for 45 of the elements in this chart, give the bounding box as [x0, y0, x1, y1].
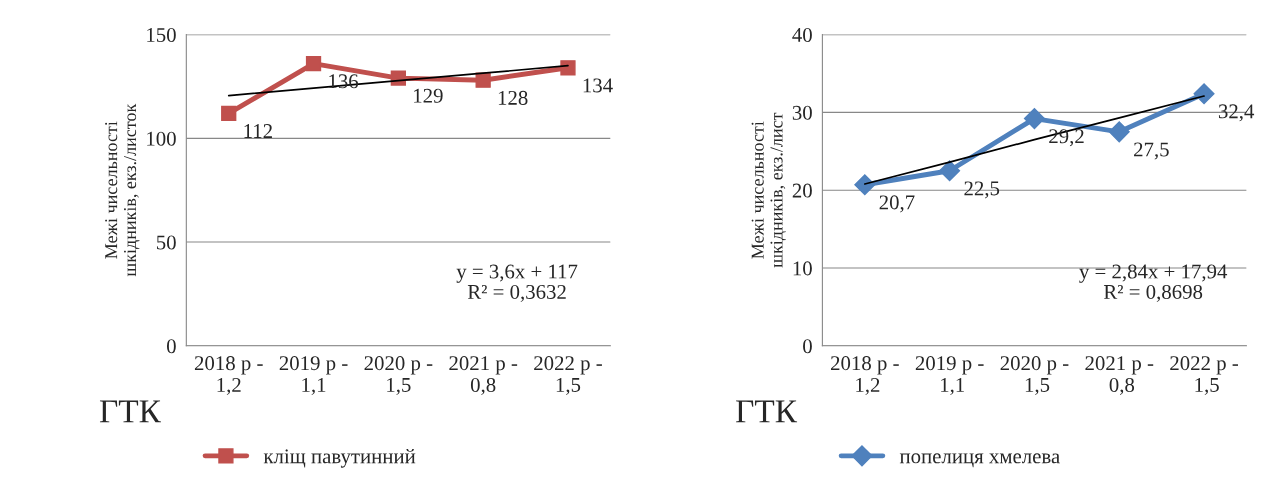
annotation: y = 2,84x + 17,94 R² = 0,8698: [1079, 264, 1228, 302]
y-tick-label: 10: [793, 261, 812, 276]
x-tick-label: 2019 р -1,1: [279, 356, 348, 395]
point: [560, 60, 576, 76]
legend-label: кліщ павутинний: [263, 448, 416, 468]
x-tick-label: 2020 р - 1,5: [1000, 356, 1069, 395]
y-axis-title: Межі чисельності шкідників, екз./листок: [105, 103, 140, 277]
x-tick-label: 2022 р - 1,5: [1170, 356, 1239, 395]
x-tick-label: 2018 р - 1,2: [831, 356, 899, 395]
x-tick-label: 2021 р - 0,8: [1085, 356, 1154, 395]
y-tick-label: 50: [156, 235, 176, 250]
data-label: 22,5: [964, 181, 1000, 199]
point: [221, 105, 237, 122]
point: [854, 174, 876, 196]
x-tick-label: 2022 р -1,5: [534, 356, 602, 395]
data-label: 32,4: [1218, 104, 1255, 122]
data-label: 29,2: [1049, 129, 1084, 147]
y-tick-label: 40: [792, 27, 812, 43]
y-tick-label: 100: [147, 131, 176, 146]
x-tick-label: 2021 р -0,8: [449, 356, 518, 395]
point: [939, 160, 961, 182]
text: ГТК: [99, 400, 161, 423]
y-tick-label: 0: [803, 339, 812, 354]
point: [1108, 121, 1130, 143]
x-tick-label: 2018 р -1,2: [194, 356, 263, 395]
data-label: 20,7: [879, 195, 915, 213]
y-axis-title: Межі чисельності шкідників, екз./лист: [751, 112, 786, 268]
y-tick-label: 30: [792, 105, 812, 120]
point: [305, 55, 322, 72]
data-label: 27,5: [1134, 142, 1169, 160]
y-tick-label: 0: [166, 339, 176, 354]
data-label: 134: [583, 78, 613, 93]
x-tick-label: 2019 р - 1,1: [915, 356, 984, 395]
text: ГТК: [736, 400, 798, 423]
point: [1023, 108, 1045, 130]
y-tick-label: 150: [147, 27, 176, 43]
point: [475, 72, 491, 88]
data-label: 112: [244, 124, 272, 138]
data-label: 129: [414, 88, 443, 103]
data-label: 128: [498, 90, 528, 105]
x-tick-label: 2020 р -1,5: [364, 356, 433, 395]
y-tick-label: 20: [792, 183, 812, 198]
legend-label: попелиця хмелева: [899, 453, 1060, 468]
annotation: y = 3,6x + 117 R² = 0,3632: [456, 264, 578, 302]
point: [1193, 83, 1215, 105]
